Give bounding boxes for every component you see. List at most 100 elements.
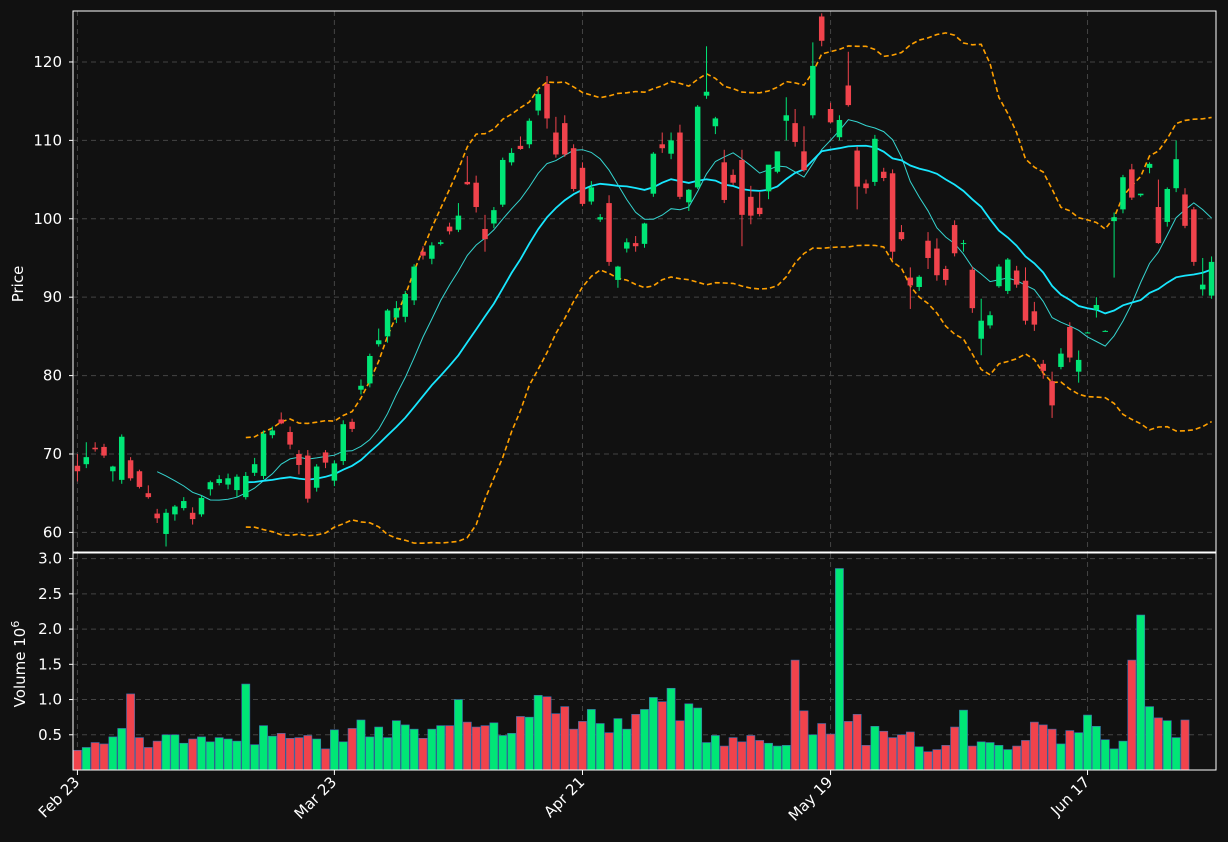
volume-axis-exponent: 6: [9, 621, 22, 628]
volume-bar: [826, 733, 835, 771]
candle-body: [943, 268, 949, 280]
volume-bar: [1100, 739, 1110, 771]
volume-bar: [205, 741, 215, 771]
candle-body: [553, 132, 559, 155]
volume-bar: [214, 737, 224, 771]
candle-body: [951, 225, 958, 254]
candle: [943, 265, 949, 286]
candle-body: [1013, 270, 1020, 285]
candle: [1182, 188, 1188, 229]
volume-bar: [383, 737, 392, 771]
volume-bar: [684, 703, 694, 771]
candle-body: [225, 478, 231, 485]
volume-bar: [516, 716, 525, 771]
candle-body: [739, 159, 745, 215]
candle: [1049, 371, 1055, 418]
volume-bar: [959, 709, 968, 771]
candle-body: [243, 475, 249, 498]
volume-bar: [604, 732, 614, 771]
candle: [703, 46, 710, 99]
volume-bar: [409, 728, 419, 771]
candle-body: [1164, 188, 1171, 222]
candle: [83, 442, 90, 469]
candle-body: [349, 421, 355, 429]
candle: [429, 242, 435, 265]
candle: [659, 132, 665, 153]
candle: [588, 181, 595, 205]
candle: [375, 328, 382, 347]
candle: [606, 195, 612, 266]
candle: [535, 89, 541, 116]
volume-bar: [330, 729, 339, 771]
volume-bar: [1145, 706, 1154, 771]
candle-body: [260, 433, 267, 476]
candle: [225, 473, 231, 490]
candle: [118, 434, 125, 484]
candle: [411, 264, 417, 306]
volume-bar: [223, 738, 233, 771]
candle-body: [1075, 359, 1082, 372]
candle: [951, 220, 958, 257]
volume-bar: [507, 733, 516, 771]
volume-bar: [985, 742, 995, 771]
candle-body: [792, 123, 798, 142]
candle: [349, 418, 355, 433]
volume-bar: [294, 737, 304, 771]
volume-bar: [1118, 740, 1128, 771]
candle: [499, 157, 506, 208]
volume-bar: [533, 695, 543, 771]
candle: [367, 353, 373, 388]
candle-body: [251, 464, 258, 473]
candle-body: [907, 277, 914, 286]
candle-body: [1067, 326, 1073, 358]
candle-body: [154, 513, 160, 519]
candle-body: [189, 512, 196, 520]
price-tick-label: 100: [33, 210, 62, 228]
candle: [482, 214, 488, 252]
volume-bar: [498, 735, 508, 771]
candle: [668, 132, 674, 160]
candle-body: [411, 266, 417, 301]
volume-bar: [73, 749, 82, 771]
candle-body: [296, 453, 302, 465]
candle-body: [898, 232, 905, 240]
volume-bar: [259, 725, 268, 771]
candle-body: [659, 144, 665, 149]
volume-tick-label: 0.5: [38, 726, 62, 744]
volume-bar: [897, 734, 906, 771]
volume-bar: [418, 737, 428, 771]
candle: [260, 430, 267, 480]
volume-tick-label: 1.5: [38, 655, 62, 673]
candle-body: [969, 269, 976, 309]
candle-body: [526, 120, 533, 145]
candle: [934, 238, 940, 281]
volume-bar: [197, 736, 206, 771]
candle: [189, 507, 196, 525]
candle-body: [74, 465, 81, 472]
volume-bar: [737, 741, 747, 771]
volume-bar: [1154, 717, 1163, 771]
candle: [455, 203, 462, 233]
volume-bar: [170, 734, 180, 771]
volume-bar: [1012, 745, 1022, 771]
price-tick-label: 90: [43, 288, 62, 306]
candle-body: [1208, 261, 1215, 296]
volume-bar: [81, 747, 91, 771]
candle: [1013, 265, 1020, 288]
volume-bar: [108, 736, 118, 771]
candle: [960, 239, 967, 252]
volume-bar: [852, 714, 862, 771]
candle: [145, 485, 152, 499]
candle-body: [641, 223, 648, 244]
candle: [987, 311, 993, 329]
volume-bar: [702, 742, 711, 771]
candle: [898, 225, 905, 241]
candle: [101, 443, 107, 458]
candle: [216, 475, 222, 486]
candle: [491, 207, 497, 229]
volume-bar: [640, 709, 649, 771]
candle: [1146, 162, 1153, 174]
candle: [916, 275, 922, 291]
candle-body: [606, 203, 612, 262]
candle-body: [1137, 193, 1144, 196]
